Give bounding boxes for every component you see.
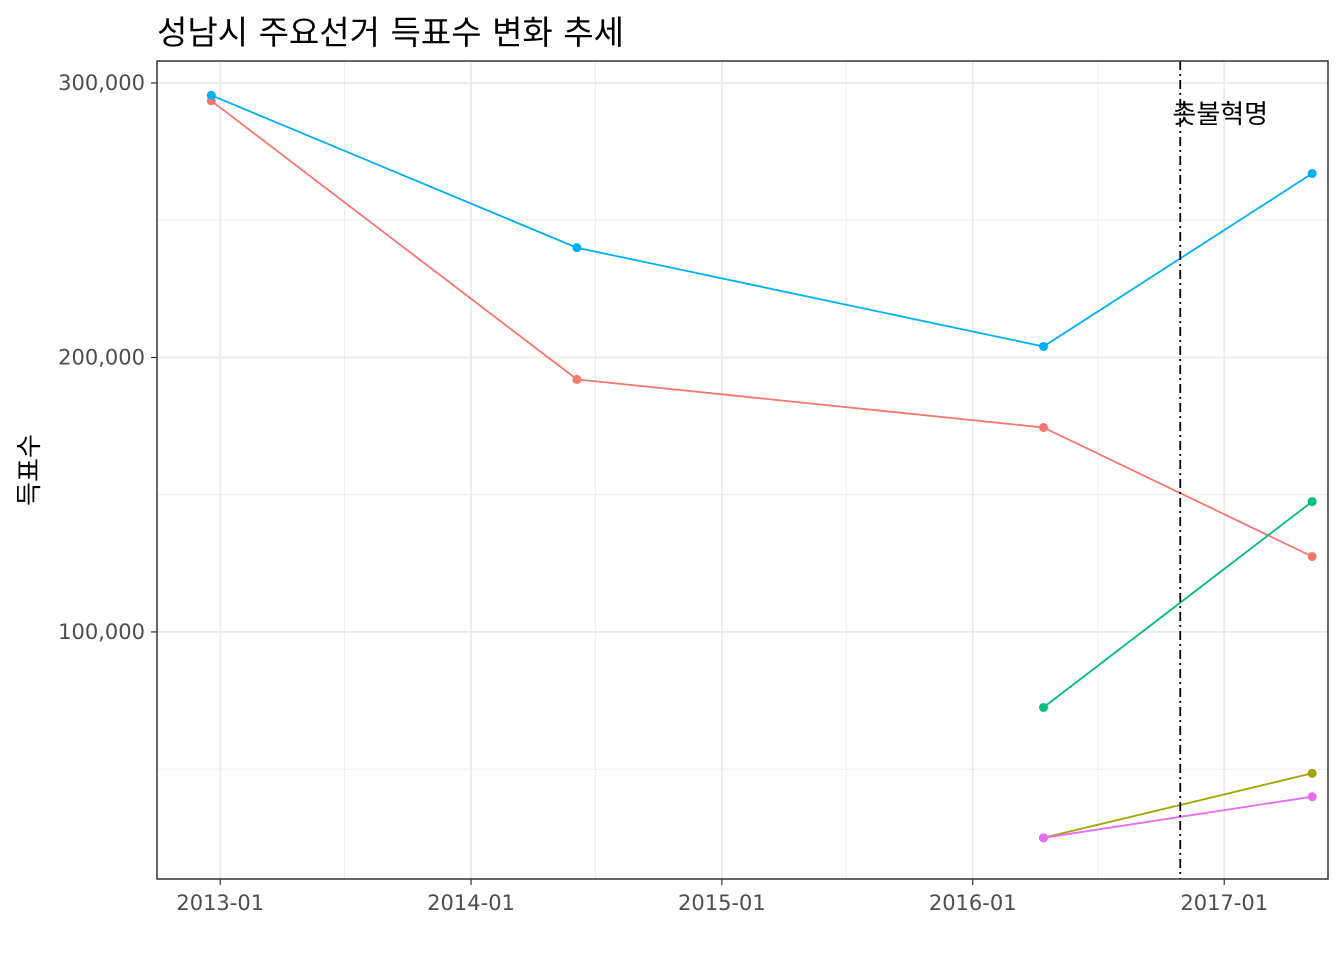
series-line [1042, 500, 1313, 709]
y-tick-label: 100,000 [58, 620, 145, 644]
x-tick-label: 2015-01 [678, 891, 766, 915]
data-point [1307, 768, 1317, 778]
y-tick-label: 300,000 [58, 71, 145, 95]
y-tick-label: 200,000 [58, 345, 145, 369]
data-point [1307, 169, 1317, 179]
series-line [1043, 795, 1313, 839]
data-point [572, 374, 582, 384]
chart-title: 성남시 주요선거 득표수 변화 추세 [157, 13, 624, 52]
data-point [1038, 702, 1048, 712]
x-tick-label: 2017-01 [1180, 891, 1268, 915]
x-tick-label: 2014-01 [427, 891, 515, 915]
data-point [1307, 551, 1317, 561]
data-point [1038, 833, 1048, 843]
x-tick-label: 2013-01 [176, 891, 264, 915]
axes: 100,000 200,000 300,000 2013-01 2014-01 2015-… [58, 71, 1268, 915]
series-line [1043, 772, 1313, 839]
x-tick-label: 2016-01 [929, 891, 1017, 915]
grid-lines [157, 61, 1328, 879]
data-point [1038, 422, 1048, 432]
annotation-label: 촛불혁명 [1172, 100, 1268, 130]
y-axis-title: 득표수 [15, 434, 45, 506]
series-line [210, 100, 1313, 558]
series-line [210, 94, 1313, 348]
annotation-group: 촛불혁명 [1172, 61, 1268, 879]
data-point [572, 243, 582, 253]
plot-panel-border [156, 60, 1329, 880]
data-point [1038, 341, 1048, 351]
plot-background [157, 61, 1328, 879]
series-group [206, 90, 1317, 843]
data-point [206, 90, 216, 100]
data-point [1307, 497, 1317, 507]
data-point [1307, 792, 1317, 802]
